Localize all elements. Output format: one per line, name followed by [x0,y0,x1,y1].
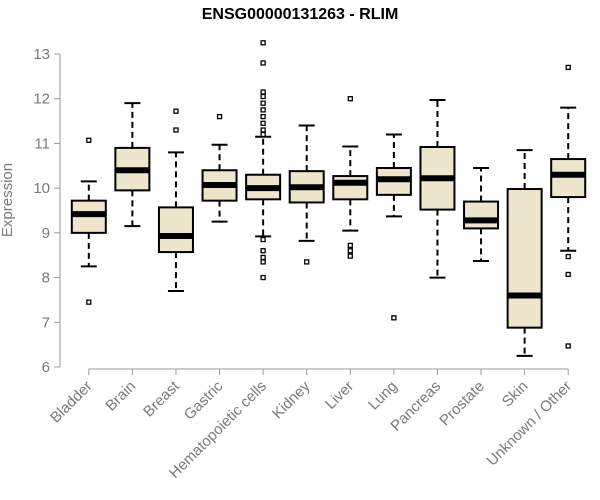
outlier-point [86,299,92,305]
x-tick-label: Brain [102,378,139,415]
outlier-point [260,259,266,265]
y-tick-label-11: 11 [34,135,50,152]
outlier-point [260,254,266,261]
box-iqr [463,200,500,230]
outlier-point [391,315,397,321]
box-bladder [70,137,107,305]
outlier-point [260,274,266,281]
outlier-point [173,127,179,133]
x-tick-label: Breast [140,377,183,420]
outlier-point [173,108,179,114]
y-tick-label-6: 6 [42,359,50,376]
box-hematopoietic-cells [245,40,282,281]
outlier-point [304,259,310,265]
outlier-point [260,127,266,133]
box-prostate [463,167,500,263]
x-tick-label: Liver [322,378,357,413]
outlier-point [260,131,266,138]
outlier-point [260,248,266,254]
x-tick-label: Bladder [47,378,96,427]
box-kidney [288,124,325,265]
chart-title: ENSG00000131263 - RLIM [201,6,399,23]
outlier-point [565,253,571,260]
y-tick-label-8: 8 [42,270,50,287]
box-pancreas [419,99,456,279]
x-tick-label: Prostate [436,378,488,430]
y-axis: 6 7 8 9 10 11 12 13 [33,46,61,376]
outlier-point [347,253,353,259]
outlier-point [260,40,266,46]
outlier-point [565,271,571,278]
outlier-point [260,236,266,243]
box-gastric [201,113,238,223]
y-tick-label-10: 10 [33,180,50,197]
box-liver [332,96,369,259]
box-lung [375,133,412,321]
outlier-point [565,343,571,349]
box-breast [157,108,194,292]
outlier-point [347,242,353,249]
outlier-point [260,100,266,106]
box-skin [506,149,543,357]
outlier-point [86,137,92,143]
y-tick-label-7: 7 [42,314,50,331]
box-iqr [332,175,369,201]
box-iqr [506,188,543,329]
x-tick-label: Skin [499,378,532,411]
box-iqr [157,206,194,254]
outlier-point [347,248,353,254]
outlier-point [260,89,266,95]
outlier-point [260,93,266,100]
outlier-point [565,64,571,71]
y-axis-title: Expression [0,163,16,237]
box-iqr [550,158,587,199]
y-tick-label-9: 9 [42,225,50,242]
outlier-point [347,96,353,102]
outlier-point [260,60,266,66]
outlier-point [260,107,266,113]
y-tick-label-12: 12 [33,91,50,108]
outlier-point [216,113,223,120]
box-unknown-other [550,64,587,349]
x-tick-label: Kidney [269,377,314,422]
box-brain [114,102,151,228]
outlier-point [260,120,266,126]
y-tick-label-13: 13 [33,46,50,63]
outlier-point [260,113,266,120]
boxes-group [70,40,587,357]
x-tick-label: Lung [365,378,401,414]
